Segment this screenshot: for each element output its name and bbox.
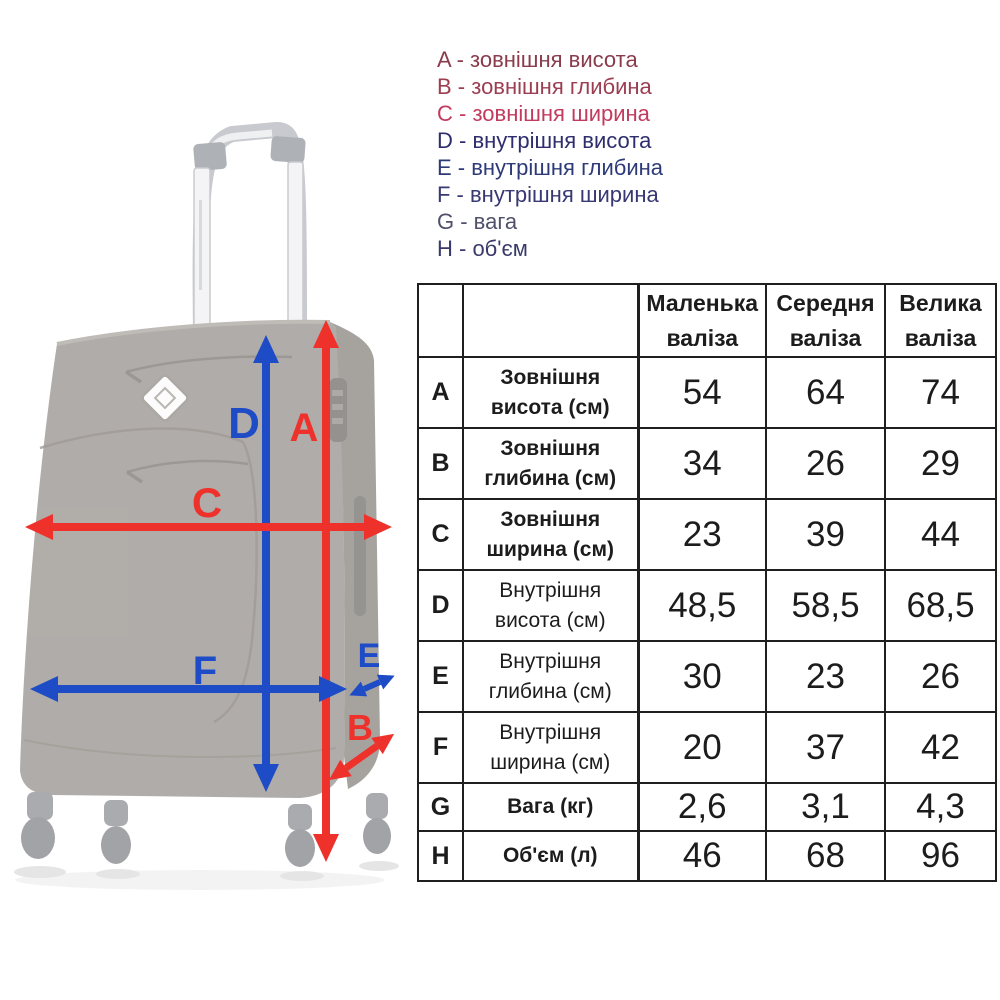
value-cell: 54 [636,356,767,429]
legend-item-d: D - внутрішня висота [437,128,652,153]
arrow-label-A: A [290,406,319,450]
value-cell: 44 [884,498,997,571]
header-label-cell [462,283,639,358]
table-row-h: H Об'єм (л) 46 68 96 [417,830,997,882]
value-cell: 37 [765,711,886,784]
value-cell: 4,3 [884,782,997,832]
value-cell: 26 [884,640,997,713]
value-cell: 46 [636,830,767,882]
row-label: Вага (кг) [462,782,639,832]
value-cell: 34 [636,427,767,500]
table-row-g: G Вага (кг) 2,6 3,1 4,3 [417,782,997,832]
wheel-icon [21,817,55,859]
trolley-handle-icon [192,122,307,331]
legend-item-h: H - об'єм [437,236,528,261]
table-row-a: A Зовнішня висота (см) 54 64 74 [417,356,997,429]
wheel-icon [285,829,315,867]
dimensions-table: Маленька валіза Середня валіза Велика ва… [417,283,997,882]
suitcase-diagram: A D C F E B [14,122,399,890]
dimension-arrow-B [328,733,395,781]
dimension-arrow-E [349,674,395,697]
table-row-d: D Внутрішня висота (см) 48,5 58,5 68,5 [417,569,997,642]
table-row-b: B Зовнішня глибина (см) 34 26 29 [417,427,997,500]
row-label: Зовнішня глибина (см) [462,427,639,500]
value-cell: 29 [884,427,997,500]
arrow-label-F: F [193,649,217,693]
value-cell: 30 [636,640,767,713]
spinner-wheels [14,792,399,890]
value-cell: 74 [884,356,997,429]
table-header-row: Маленька валіза Середня валіза Велика ва… [417,283,997,358]
dimension-arrows: A D C F E B [24,320,395,862]
wheel-icon [101,826,131,864]
arrow-label-C: C [192,479,222,526]
value-cell: 58,5 [765,569,886,642]
row-label: Внутрішня глибина (см) [462,640,639,713]
wheel-icon [363,818,391,854]
value-cell: 26 [765,427,886,500]
column-header-small: Маленька валіза [636,283,767,358]
row-label: Об'єм (л) [462,830,639,882]
combination-lock-icon [329,378,347,442]
header-letter-cell [417,283,464,358]
row-label: Зовнішня ширина (см) [462,498,639,571]
value-cell: 68,5 [884,569,997,642]
legend: A - зовнішня висота B - зовнішня глибина… [437,46,663,262]
column-header-medium: Середня валіза [765,283,886,358]
value-cell: 42 [884,711,997,784]
legend-item-c: C - зовнішня ширина [437,101,650,126]
row-label: Внутрішня ширина (см) [462,711,639,784]
legend-item-b: B - зовнішня глибина [437,74,652,99]
column-header-large: Велика валіза [884,283,997,358]
arrow-label-B: B [347,707,373,748]
legend-item-a: A - зовнішня висота [437,47,638,72]
row-label: Внутрішня висота (см) [462,569,639,642]
value-cell: 20 [636,711,767,784]
value-cell: 68 [765,830,886,882]
value-cell: 2,6 [636,782,767,832]
diamond-logo-icon [141,374,189,422]
row-letter: E [417,640,464,713]
side-handle-icon [354,496,366,616]
table-row-f: F Внутрішня ширина (см) 20 37 42 [417,711,997,784]
legend-item-f: F - внутрішня ширина [437,182,659,207]
row-letter: B [417,427,464,500]
table-row-c: C Зовнішня ширина (см) 23 39 44 [417,498,997,571]
value-cell: 64 [765,356,886,429]
arrow-label-E: E [358,637,381,675]
row-letter: H [417,830,464,882]
legend-item-e: E - внутрішня глибина [437,155,664,180]
value-cell: 23 [765,640,886,713]
row-letter: C [417,498,464,571]
value-cell: 48,5 [636,569,767,642]
row-letter: G [417,782,464,832]
value-cell: 23 [636,498,767,571]
row-letter: D [417,569,464,642]
value-cell: 39 [765,498,886,571]
row-label: Зовнішня висота (см) [462,356,639,429]
arrow-label-D: D [228,399,260,448]
row-letter: A [417,356,464,429]
value-cell: 3,1 [765,782,886,832]
legend-item-g: G - вага [437,209,518,234]
value-cell: 96 [884,830,997,882]
row-letter: F [417,711,464,784]
table-row-e: E Внутрішня глибина (см) 30 23 26 [417,640,997,713]
